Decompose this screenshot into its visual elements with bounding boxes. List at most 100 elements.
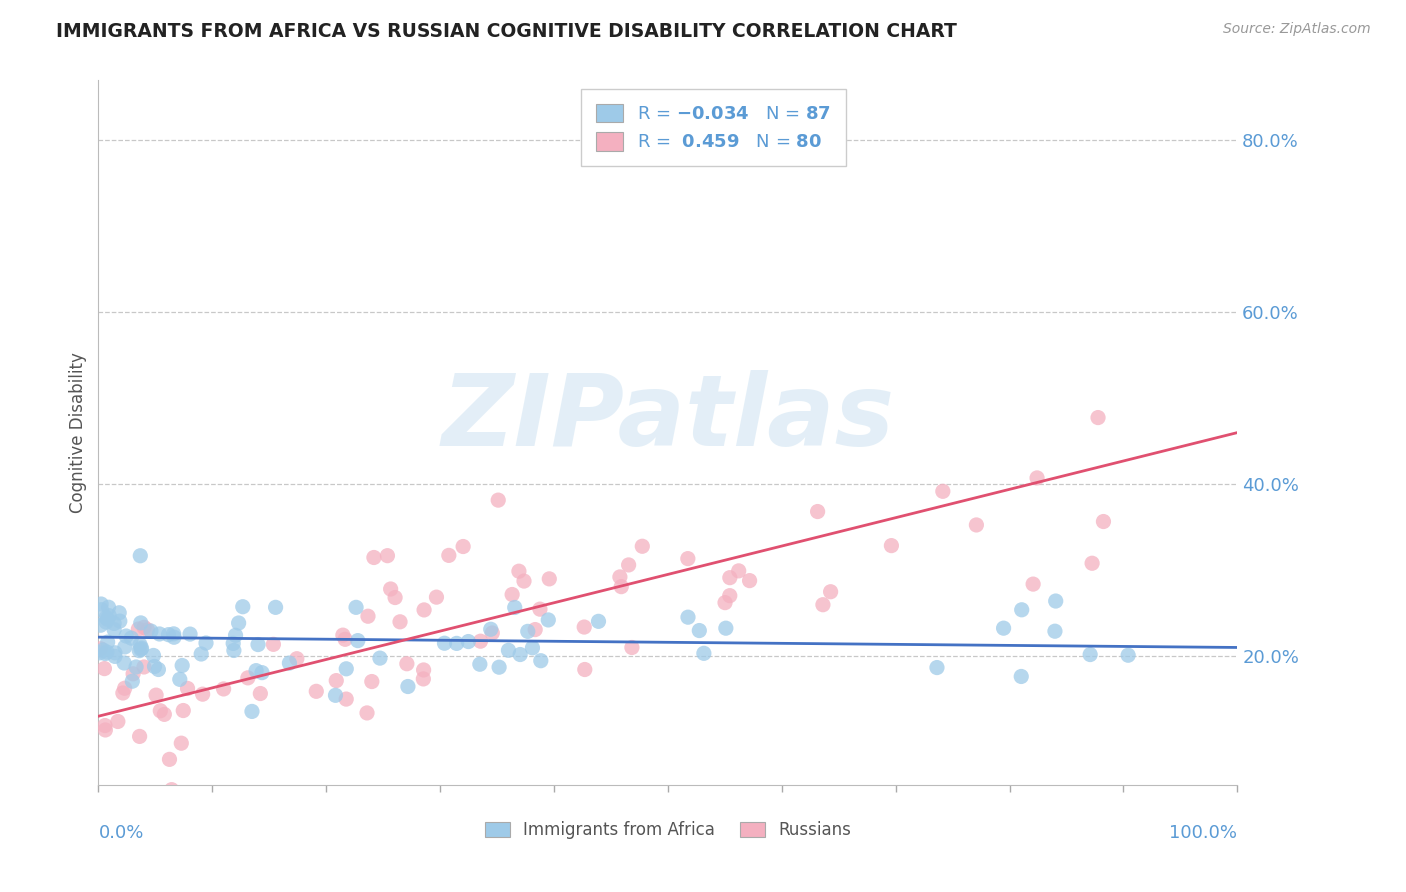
Point bbox=[574, 620, 596, 634]
Point bbox=[363, 550, 385, 565]
Point bbox=[90, 641, 112, 656]
Point bbox=[190, 647, 212, 661]
Point bbox=[530, 654, 553, 668]
Point bbox=[1043, 624, 1066, 639]
Text: IMMIGRANTS FROM AFRICA VS RUSSIAN COGNITIVE DISABILITY CORRELATION CHART: IMMIGRANTS FROM AFRICA VS RUSSIAN COGNIT… bbox=[56, 22, 957, 41]
Point bbox=[333, 632, 356, 647]
Point bbox=[446, 636, 468, 650]
Point bbox=[516, 624, 538, 639]
Point bbox=[412, 672, 434, 686]
Point bbox=[170, 736, 193, 750]
Point bbox=[121, 674, 143, 689]
Point bbox=[676, 551, 699, 566]
Point bbox=[325, 689, 347, 703]
Point bbox=[498, 643, 520, 657]
Point bbox=[115, 629, 138, 643]
Point bbox=[807, 504, 830, 518]
Point bbox=[468, 657, 491, 672]
Point bbox=[470, 634, 492, 648]
Point bbox=[1011, 603, 1033, 617]
Point bbox=[172, 658, 194, 673]
Text: 100.0%: 100.0% bbox=[1170, 824, 1237, 842]
Point bbox=[169, 673, 191, 687]
Legend: Immigrants from Africa, Russians: Immigrants from Africa, Russians bbox=[477, 813, 859, 847]
Point bbox=[688, 624, 710, 638]
Point bbox=[718, 571, 741, 585]
Point bbox=[94, 723, 117, 737]
Point bbox=[145, 688, 167, 702]
Point bbox=[107, 714, 129, 729]
Point bbox=[127, 622, 149, 636]
Point bbox=[1010, 669, 1032, 683]
Point bbox=[631, 539, 654, 553]
Point bbox=[120, 631, 142, 645]
Point bbox=[727, 564, 749, 578]
Point bbox=[811, 598, 834, 612]
Text: ZIPatlas: ZIPatlas bbox=[441, 370, 894, 467]
Point bbox=[125, 660, 148, 674]
Point bbox=[93, 662, 115, 676]
Point bbox=[457, 634, 479, 648]
Point bbox=[335, 662, 357, 676]
Point bbox=[222, 636, 245, 650]
Point bbox=[179, 627, 201, 641]
Point bbox=[738, 574, 761, 588]
Point bbox=[356, 706, 378, 720]
Point bbox=[620, 640, 643, 655]
Point bbox=[574, 663, 596, 677]
Point bbox=[1087, 410, 1109, 425]
Point bbox=[488, 660, 510, 674]
Point bbox=[346, 633, 368, 648]
Point bbox=[676, 610, 699, 624]
Point bbox=[538, 572, 561, 586]
Point bbox=[610, 580, 633, 594]
Point bbox=[90, 597, 112, 611]
Point bbox=[94, 610, 117, 624]
Point bbox=[522, 640, 544, 655]
Point bbox=[820, 584, 842, 599]
Point bbox=[98, 608, 121, 623]
Point bbox=[413, 603, 436, 617]
Point bbox=[163, 627, 186, 641]
Point bbox=[285, 651, 308, 665]
Point bbox=[1081, 556, 1104, 570]
Point bbox=[94, 718, 117, 732]
Point bbox=[212, 681, 235, 696]
Point bbox=[537, 613, 560, 627]
Point bbox=[368, 651, 391, 665]
Point bbox=[479, 622, 502, 636]
Point bbox=[529, 602, 551, 616]
Point bbox=[103, 616, 125, 631]
Point bbox=[172, 704, 194, 718]
Point bbox=[129, 549, 152, 563]
Point bbox=[714, 621, 737, 635]
Point bbox=[108, 614, 131, 628]
Point bbox=[94, 615, 117, 629]
Point bbox=[718, 589, 741, 603]
Point bbox=[97, 635, 120, 649]
Point bbox=[89, 646, 111, 660]
Point bbox=[114, 681, 136, 696]
Y-axis label: Cognitive Disability: Cognitive Disability bbox=[69, 352, 87, 513]
Point bbox=[412, 663, 434, 677]
Point bbox=[1078, 648, 1101, 662]
Point bbox=[249, 686, 271, 700]
Point bbox=[932, 484, 955, 499]
Point bbox=[501, 587, 523, 601]
Point bbox=[247, 638, 270, 652]
Point bbox=[395, 657, 418, 671]
Point bbox=[97, 612, 120, 626]
Point bbox=[332, 628, 354, 642]
Point bbox=[128, 730, 150, 744]
Point bbox=[142, 648, 165, 663]
Point bbox=[264, 600, 287, 615]
Point bbox=[195, 636, 218, 650]
Point bbox=[925, 660, 948, 674]
Point bbox=[377, 549, 399, 563]
Point bbox=[609, 570, 631, 584]
Point bbox=[132, 660, 155, 674]
Point bbox=[486, 493, 509, 508]
Point bbox=[262, 637, 284, 651]
Point bbox=[96, 645, 118, 659]
Point bbox=[1022, 577, 1045, 591]
